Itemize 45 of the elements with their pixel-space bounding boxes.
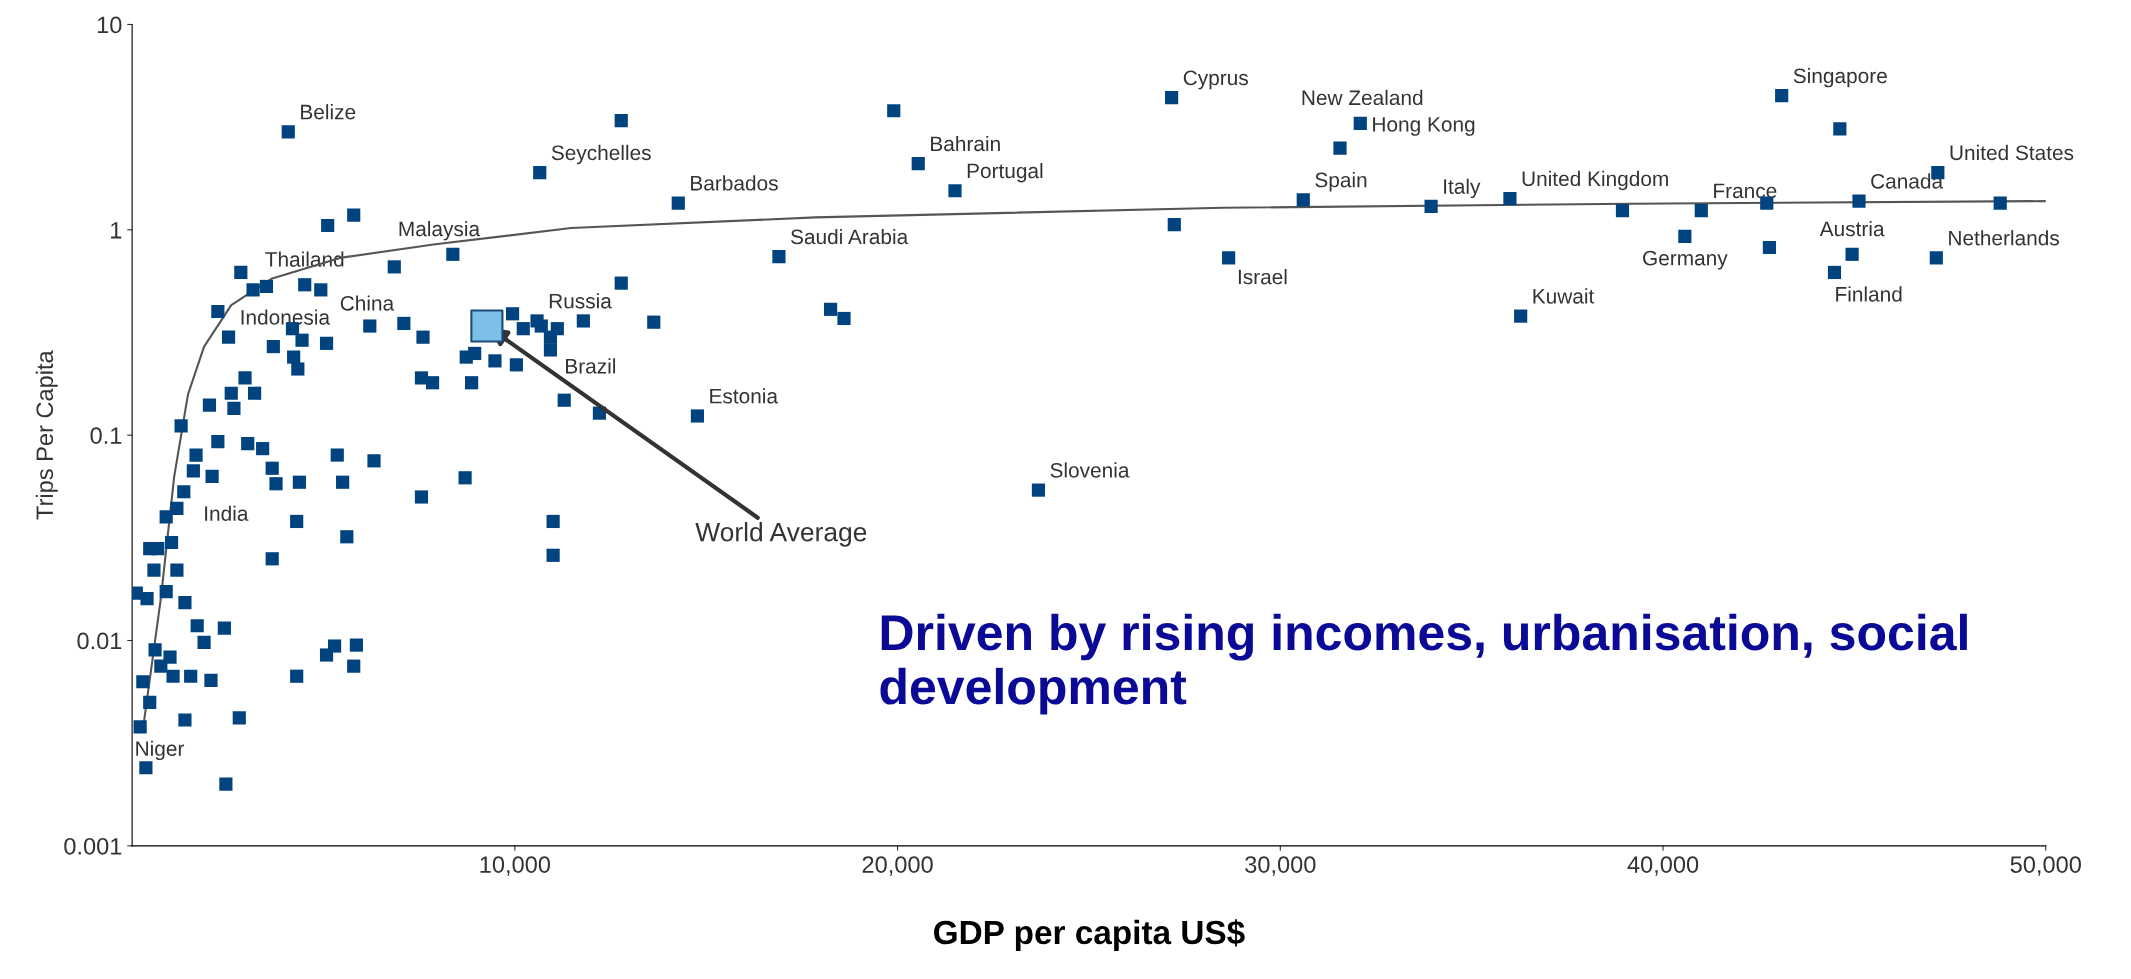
annotation: Estonia — [710, 388, 779, 404]
annotation: World Average — [695, 522, 867, 547]
y-tick-label: 10 — [97, 16, 122, 34]
annotation: Barbados — [691, 175, 778, 191]
annotation: Cyprus — [1183, 70, 1248, 90]
x-tick-label: 20,000 — [862, 856, 933, 876]
annotation: United Kingdom — [1522, 170, 1668, 191]
annotation: India — [205, 505, 249, 521]
annotation: Finland — [1836, 286, 1902, 302]
annotation: Brazil — [566, 358, 616, 374]
annotation: Indonesia — [241, 309, 331, 325]
annotation: Bahrain — [931, 135, 1000, 152]
y-tick-label: 1 — [111, 222, 122, 239]
annotation: Slovenia — [1050, 462, 1130, 478]
annotation: United States — [1950, 144, 2074, 161]
annotation: Germany — [1643, 250, 1728, 270]
annotation: China — [340, 295, 395, 311]
annotation: Seychelles — [551, 144, 651, 165]
annotation: Belize — [301, 104, 356, 120]
x-axis-title: GDP per capita US$ — [934, 919, 1245, 951]
annotation: France — [1714, 183, 1777, 199]
annotation: Portugal — [967, 162, 1043, 183]
annotation: Spain — [1315, 172, 1367, 192]
annotation: Israel — [1238, 269, 1287, 285]
annotation: Niger — [136, 740, 185, 761]
x-tick-label: 30,000 — [1245, 856, 1316, 876]
annotation: Netherlands — [1949, 230, 2059, 246]
annotation: Singapore — [1793, 67, 1887, 88]
x-tick-label: 10,000 — [480, 856, 551, 876]
annotation: Saudi Arabia — [790, 228, 909, 245]
annotation: Russia — [549, 293, 612, 309]
annotation: Malaysia — [399, 220, 481, 241]
x-tick-label: 40,000 — [1627, 856, 1699, 876]
annotation: Kuwait — [1533, 288, 1595, 304]
annotation: New Zealand — [1302, 89, 1423, 106]
annotation: Austria — [1819, 220, 1885, 237]
y-tick-label: 0.1 — [90, 427, 122, 444]
y-axis-title: Trips Per Capita — [35, 350, 58, 520]
x-tick-label: 50,000 — [2010, 856, 2081, 876]
annotation: Hong Kong — [1373, 117, 1475, 136]
annotation: Italy — [1444, 178, 1481, 199]
annotation: Driven by rising incomes, urbanisation, social development — [880, 613, 1967, 715]
y-tick-label: 0.01 — [77, 632, 122, 650]
y-tick-label: 0.001 — [64, 837, 122, 855]
annotation: Canada — [1871, 173, 1944, 189]
